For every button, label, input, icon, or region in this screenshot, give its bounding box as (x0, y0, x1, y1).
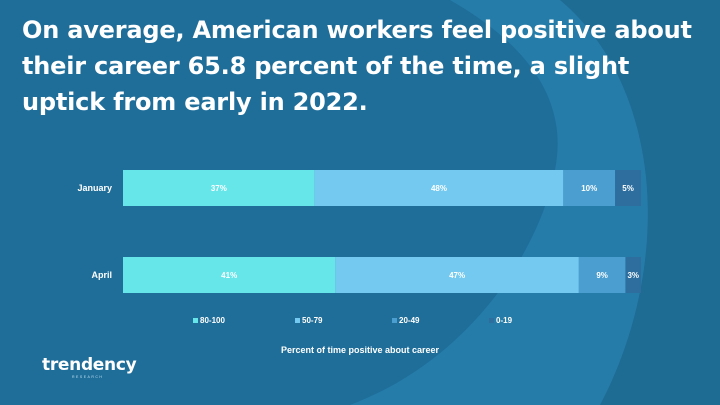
legend-label-50-79: 50-79 (302, 316, 323, 325)
legend-label-80-100: 80-100 (200, 316, 225, 325)
bar-january-0-19 (615, 170, 641, 206)
legend-swatch-0-19 (489, 318, 494, 323)
data-label-january-50-79: 48% (431, 184, 447, 193)
category-label-january: January (77, 183, 112, 193)
legend-swatch-50-79 (295, 318, 300, 323)
bar-january-20-49 (563, 170, 616, 206)
data-label-january-80-100: 37% (211, 184, 227, 193)
legend-label-20-49: 20-49 (399, 316, 420, 325)
bar-april-20-49 (578, 257, 626, 293)
data-label-april-80-100: 41% (221, 271, 237, 280)
slide-title: On average, American workers feel positi… (22, 16, 692, 116)
data-label-april-50-79: 47% (449, 271, 465, 280)
bar-april-0-19 (625, 257, 641, 293)
data-label-april-20-49: 9% (596, 271, 608, 280)
x-axis-label: Percent of time positive about career (280, 345, 440, 355)
background-light-wave (350, 0, 720, 405)
data-label-january-0-19: 5% (622, 184, 634, 193)
legend-label-0-19: 0-19 (496, 316, 513, 325)
legend-swatch-20-49 (392, 318, 397, 323)
trendency-logo-subtitle: RESEARCH (72, 375, 104, 379)
data-label-january-20-49: 10% (581, 184, 597, 193)
trendency-logo: trendency (42, 355, 137, 375)
background-dark-wave (560, 0, 720, 405)
bar-january-50-79 (314, 170, 564, 206)
bar-april-50-79 (335, 257, 579, 293)
bar-january-80-100 (123, 170, 315, 206)
legend-swatch-80-100 (193, 318, 198, 323)
bar-april-80-100 (123, 257, 336, 293)
category-label-april: April (91, 270, 112, 280)
data-label-april-0-19: 3% (627, 271, 639, 280)
